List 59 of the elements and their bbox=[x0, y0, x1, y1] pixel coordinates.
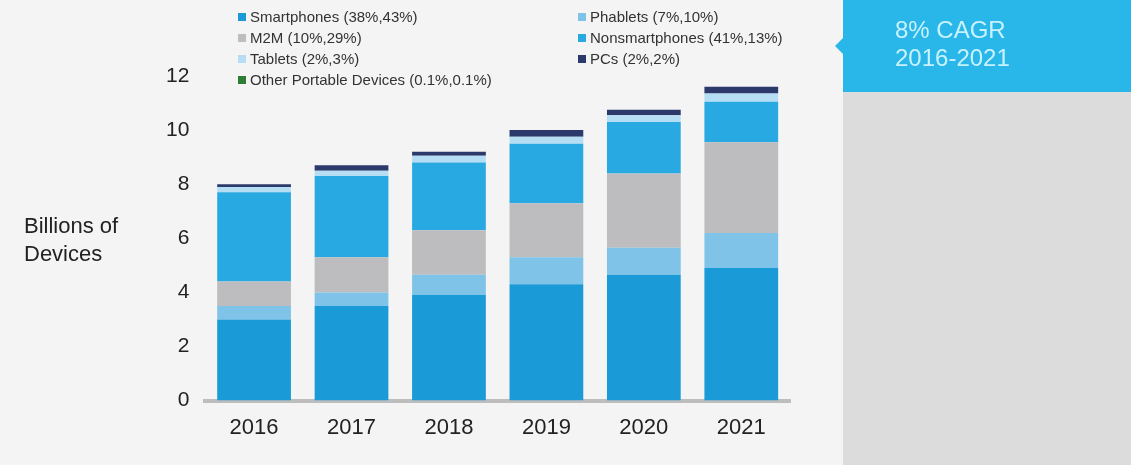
x-tick-label: 2020 bbox=[619, 413, 669, 439]
bar bbox=[509, 284, 584, 401]
bar bbox=[314, 170, 389, 177]
text: 2016-2021 bbox=[895, 44, 1011, 72]
bar bbox=[412, 295, 486, 401]
legend-label: Tablets (2%,3%) bbox=[250, 50, 360, 67]
legend-label: PCs (2%,2%) bbox=[590, 50, 681, 67]
y-tick-label: 2 bbox=[177, 333, 190, 357]
bar bbox=[704, 86, 779, 94]
bar bbox=[217, 186, 291, 193]
bar bbox=[606, 109, 681, 116]
y-axis-title: Billions of Devices bbox=[24, 212, 120, 268]
bar bbox=[314, 292, 389, 306]
bar bbox=[217, 305, 291, 320]
legend-label: Nonsmartphones (41%,13%) bbox=[590, 29, 783, 46]
legend-label: Phablets (7%,10%) bbox=[590, 8, 719, 25]
x-tick-label: 2021 bbox=[716, 413, 766, 439]
y-tick-label: 8 bbox=[177, 171, 190, 194]
bar bbox=[704, 232, 779, 269]
bar bbox=[412, 155, 486, 163]
y-tick-label: 12 bbox=[166, 62, 190, 86]
y-tick-label: 4 bbox=[177, 279, 190, 303]
legend-label: M2M (10%,29%) bbox=[250, 29, 362, 46]
bar bbox=[606, 115, 681, 122]
bar bbox=[217, 281, 291, 306]
bar bbox=[412, 162, 486, 231]
x-tick-label: 2018 bbox=[424, 413, 474, 439]
bar bbox=[217, 184, 291, 187]
bar bbox=[704, 93, 779, 102]
bar bbox=[704, 101, 779, 143]
bar bbox=[606, 247, 681, 275]
bar bbox=[314, 257, 389, 293]
bar bbox=[412, 274, 486, 296]
bar bbox=[606, 121, 681, 174]
y-tick-label: 0 bbox=[177, 387, 190, 411]
bar bbox=[217, 192, 291, 282]
bar bbox=[314, 165, 389, 171]
y-tick-label: 6 bbox=[177, 225, 190, 249]
bar bbox=[314, 176, 389, 258]
legend-label: Smartphones (38%,43%) bbox=[250, 8, 418, 25]
bar bbox=[509, 203, 584, 258]
bar bbox=[606, 173, 681, 248]
bar bbox=[606, 274, 681, 401]
bar bbox=[509, 143, 584, 204]
bar bbox=[412, 151, 486, 156]
x-tick-label: 2019 bbox=[521, 413, 571, 439]
bar bbox=[704, 142, 779, 233]
bar bbox=[314, 305, 389, 401]
x-tick-label: 2016 bbox=[229, 413, 279, 439]
text: 8% CAGR bbox=[895, 16, 1007, 44]
bar bbox=[217, 319, 291, 401]
x-tick-label: 2017 bbox=[327, 413, 376, 439]
bar bbox=[412, 230, 486, 275]
bar bbox=[509, 257, 584, 285]
y-tick-label: 10 bbox=[166, 116, 190, 140]
bar bbox=[704, 268, 779, 401]
legend-label: Other Portable Devices (0.1%,0.1%) bbox=[250, 71, 492, 88]
bar bbox=[509, 136, 584, 144]
bar bbox=[509, 130, 584, 137]
